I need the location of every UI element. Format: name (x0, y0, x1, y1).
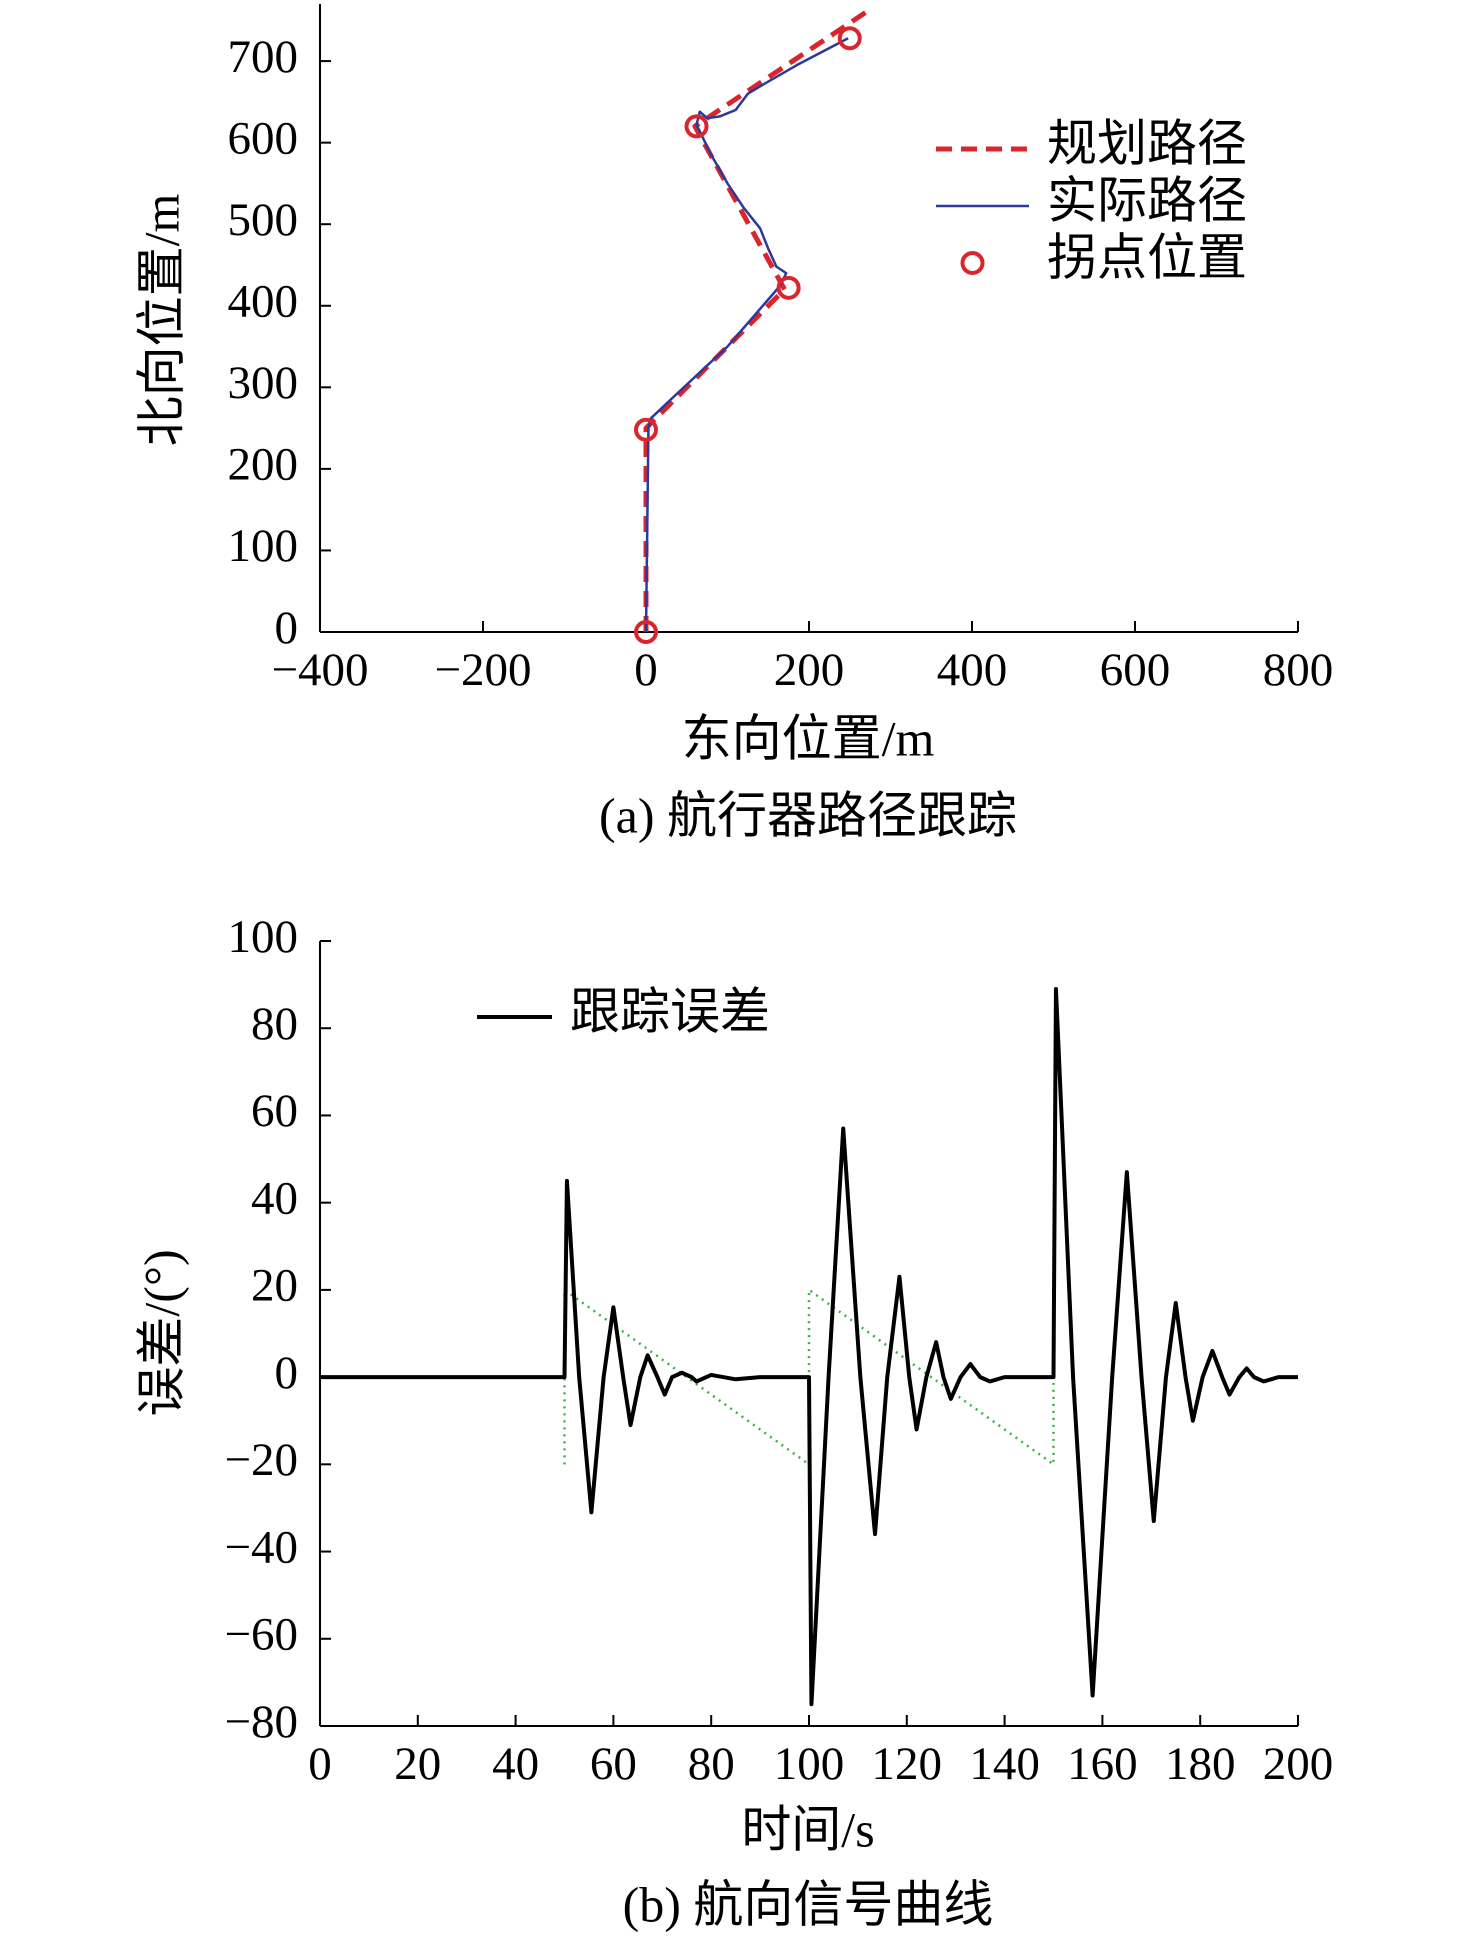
waypoint-marker (634, 417, 658, 442)
y-tick-label: 0 (275, 602, 299, 654)
y-tick-label: 600 (228, 112, 299, 164)
y-tick-label: 100 (228, 911, 299, 963)
x-tick-label: 140 (969, 1738, 1040, 1790)
x-tick-label: 180 (1165, 1738, 1236, 1790)
x-tick-label: 800 (1263, 644, 1334, 696)
x-tick-label: 400 (937, 644, 1008, 696)
y-tick-label: −80 (224, 1696, 298, 1748)
legend-label: 拐点位置 (1047, 229, 1247, 285)
waypoint-marker (776, 275, 801, 300)
y-tick-label: 80 (251, 998, 298, 1050)
y-tick-label: 60 (251, 1085, 298, 1137)
caption: (b) 航向信号曲线 (623, 1876, 994, 1932)
x-tick-label: 40 (492, 1738, 539, 1790)
y-tick-label: 500 (228, 194, 299, 246)
y-tick-label: 40 (251, 1172, 298, 1224)
x-tick-label: −400 (271, 644, 368, 696)
y-axis-label: 误差/(°) (133, 1249, 189, 1416)
legend-label: 跟踪误差 (570, 983, 770, 1039)
series-line (643, 10, 868, 632)
y-tick-label: −20 (224, 1434, 298, 1486)
waypoint-marker (634, 620, 658, 644)
series-line (320, 986, 1298, 1707)
x-tick-label: 120 (872, 1738, 943, 1790)
y-tick-label: −40 (224, 1521, 298, 1573)
y-tick-label: 200 (228, 439, 299, 491)
waypoint-marker (837, 26, 862, 51)
x-tick-label: 20 (394, 1738, 441, 1790)
caption: (a) 航行器路径跟踪 (599, 787, 1017, 843)
y-tick-label: 0 (275, 1347, 299, 1399)
x-tick-label: 200 (774, 644, 845, 696)
x-tick-label: 200 (1263, 1738, 1334, 1790)
y-tick-label: 20 (251, 1260, 298, 1312)
x-tick-label: 0 (634, 644, 658, 696)
x-tick-label: 100 (774, 1738, 845, 1790)
x-axis-label: 东向位置/m (682, 710, 935, 766)
y-tick-label: −60 (224, 1609, 298, 1661)
legend-label: 实际路径 (1047, 172, 1247, 228)
x-tick-label: 80 (688, 1738, 735, 1790)
y-tick-label: 700 (228, 31, 299, 83)
y-tick-label: 100 (228, 520, 299, 572)
x-tick-label: 0 (308, 1738, 332, 1790)
x-axis-label: 时间/s (741, 1801, 874, 1857)
x-tick-label: 60 (590, 1738, 637, 1790)
legend-label: 规划路径 (1047, 115, 1247, 171)
y-tick-label: 300 (228, 357, 299, 409)
legend-marker (960, 251, 985, 275)
x-tick-label: 600 (1100, 644, 1171, 696)
y-tick-label: 400 (228, 276, 299, 328)
y-axis-label: 北向位置/m (133, 194, 189, 447)
x-tick-label: −200 (434, 644, 531, 696)
x-tick-label: 160 (1067, 1738, 1138, 1790)
series-line (644, 37, 849, 633)
waypoint-marker (684, 114, 709, 139)
